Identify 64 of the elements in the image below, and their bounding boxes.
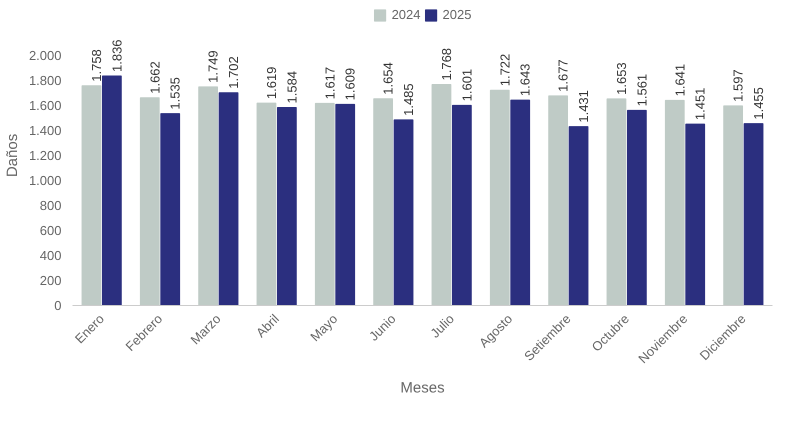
y-axis-title: Daños [4,134,21,178]
data-label: 1.584 [284,70,300,104]
y-tick-label: 2.000 [28,48,62,63]
bar [452,104,472,306]
data-label: 1.451 [692,88,708,120]
y-tick-label: 400 [40,248,62,263]
data-label: 1.535 [168,77,183,110]
data-label: 1.431 [576,90,592,123]
bar [394,119,414,306]
bar [102,76,122,306]
bar [744,123,764,306]
bar [335,104,356,306]
data-label: 1.643 [518,64,533,96]
x-axis-title: Meses [400,380,445,397]
bar [626,110,647,306]
bar [276,107,297,306]
bar [160,113,180,306]
bar [723,105,744,306]
x-tick-label: Julio [427,311,457,341]
data-label: 1.455 [751,87,766,120]
legend-label: 2024 [392,7,420,22]
data-label: 1.641 [672,64,688,96]
bar [373,98,394,306]
data-label: 1.601 [459,68,474,102]
y-tick-label: 1.200 [28,148,62,163]
bar [432,84,452,306]
bar [314,102,335,306]
data-label: 1.609 [342,68,358,100]
y-tick-label: 800 [40,198,62,213]
data-label: 1.654 [380,62,396,95]
data-label: 1.617 [322,66,338,100]
y-tick-label: 200 [40,273,62,288]
bar [82,85,102,306]
bar [664,100,685,306]
bar [490,90,510,306]
bar [198,86,218,306]
data-label: 1.702 [226,56,242,89]
data-label: 1.836 [109,39,124,72]
data-label: 1.749 [206,50,221,83]
y-tick-label: 0 [54,298,62,313]
data-label: 1.768 [438,48,454,80]
y-tick-label: 1.400 [28,123,62,138]
data-label: 1.561 [634,74,650,106]
data-label: 1.653 [614,62,629,95]
data-label: 1.677 [556,59,571,92]
bar [685,124,706,306]
bar [606,98,626,306]
data-label: 1.619 [264,66,279,100]
data-label: 1.662 [147,61,162,94]
y-tick-label: 1.000 [28,173,62,188]
y-tick-label: 600 [40,223,62,238]
legend-label: 2025 [442,7,472,22]
bar [256,102,276,306]
bar [568,126,588,306]
data-label: 1.485 [401,83,416,116]
bar [510,100,530,306]
data-label: 1.758 [88,49,104,82]
y-tick-label: 1.600 [28,98,62,113]
data-label: 1.722 [497,54,512,86]
bar [548,95,568,306]
y-tick-label: 1.800 [28,73,62,88]
data-label: 1.597 [730,69,746,102]
bar [140,97,160,306]
bar [218,92,238,306]
